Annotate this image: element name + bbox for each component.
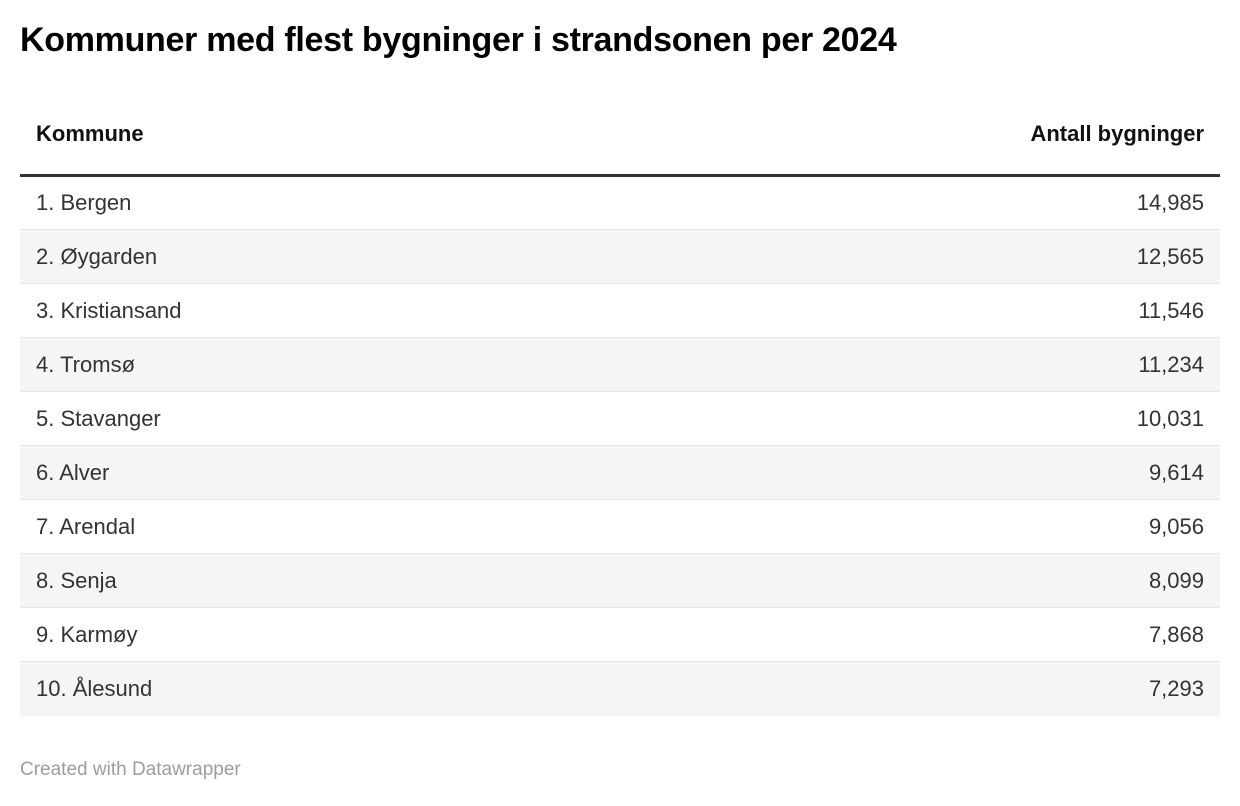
- table-header-row: Kommune Antall bygninger: [20, 120, 1220, 177]
- table-row: 7. Arendal 9,056: [20, 499, 1220, 554]
- column-header-antall-bygninger: Antall bygninger: [680, 120, 1220, 177]
- kommune-cell: 6. Alver: [36, 459, 110, 485]
- antall-bygninger-cell: 10,031: [1136, 405, 1204, 431]
- table-row: 4. Tromsø 11,234: [20, 337, 1220, 392]
- table-row: 6. Alver 9,614: [20, 445, 1220, 500]
- page-title: Kommuner med flest bygninger i strandson…: [20, 21, 897, 59]
- kommune-cell: 7. Arendal: [36, 513, 136, 539]
- table-header: Kommune Antall bygninger: [20, 120, 1220, 177]
- table-row: 5. Stavanger 10,031: [20, 391, 1220, 446]
- kommune-cell: 9. Karmøy: [36, 621, 138, 647]
- antall-bygninger-cell: 14,985: [1136, 190, 1204, 215]
- antall-bygninger-cell: 8,099: [1148, 567, 1204, 593]
- page: Kommuner med flest bygninger i strandson…: [20, 21, 1220, 780]
- kommune-cell: 3. Kristiansand: [36, 297, 182, 323]
- kommune-cell: 4. Tromsø: [36, 351, 136, 377]
- kommune-cell: 5. Stavanger: [36, 405, 161, 431]
- antall-bygninger-cell: 9,614: [1148, 459, 1204, 485]
- antall-bygninger-cell: 7,868: [1148, 621, 1204, 647]
- table-body: 1. Bergen 14,985 2. Øygarden 12,565 3. Krist…: [20, 176, 1220, 716]
- datawrapper-attribution: Created with Datawrapper: [20, 758, 241, 780]
- table-row: 2. Øygarden 12,565: [20, 229, 1220, 284]
- antall-bygninger-cell: 11,546: [1138, 297, 1204, 323]
- table-row: 10. Ålesund 7,293: [20, 661, 1220, 716]
- antall-bygninger-cell: 12,565: [1136, 243, 1204, 269]
- kommune-cell: 10. Ålesund: [36, 675, 153, 701]
- table-row: 3. Kristiansand 11,546: [20, 283, 1220, 338]
- kommune-cell: 1. Bergen: [36, 190, 132, 215]
- antall-bygninger-cell: 9,056: [1148, 513, 1204, 539]
- column-header-kommune: Kommune: [20, 120, 680, 177]
- data-table: Kommune Antall bygninger 1. Bergen 14,985…: [20, 120, 1220, 716]
- antall-bygninger-cell: 7,293: [1148, 675, 1204, 701]
- kommune-cell: 2. Øygarden: [36, 243, 158, 269]
- table-row: 8. Senja 8,099: [20, 553, 1220, 608]
- antall-bygninger-cell: 11,234: [1138, 351, 1204, 377]
- table-row: 1. Bergen 14,985: [20, 176, 1220, 230]
- table-row: 9. Karmøy 7,868: [20, 607, 1220, 662]
- kommune-cell: 8. Senja: [36, 567, 117, 593]
